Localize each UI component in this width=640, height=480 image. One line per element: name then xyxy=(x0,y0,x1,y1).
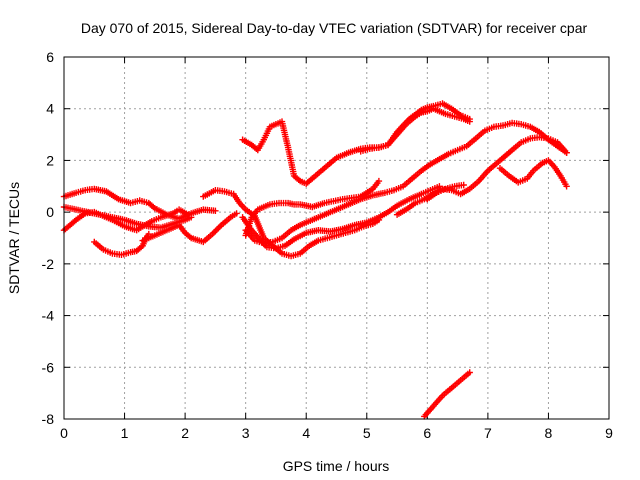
series-arc-7 xyxy=(242,177,383,239)
axis-ticks: 0 1 2 3 4 5 6 7 8 9 -8 -6 -4 -2 0 2 4 6 xyxy=(42,49,614,441)
data-series xyxy=(60,100,570,420)
x-tick-label: 5 xyxy=(363,425,371,441)
plot-frame xyxy=(63,56,610,420)
x-tick-label: 6 xyxy=(423,425,431,441)
x-tick-label: 8 xyxy=(545,425,553,441)
series-markers xyxy=(393,134,570,218)
y-tick-label: -4 xyxy=(42,308,55,324)
y-tick-label: -2 xyxy=(42,256,55,272)
series-markers xyxy=(357,105,473,155)
series-arc-10 xyxy=(357,105,473,155)
series-arc-11 xyxy=(242,119,570,247)
grid-lines xyxy=(64,57,609,419)
series-markers xyxy=(496,157,570,190)
x-tick-label: 9 xyxy=(605,425,613,441)
series-arc-13 xyxy=(424,181,467,203)
series-arc-14 xyxy=(496,157,570,190)
y-tick-label: 6 xyxy=(46,49,54,65)
series-markers xyxy=(139,210,240,246)
y-tick-label: 0 xyxy=(46,204,54,220)
chart-title: Day 070 of 2015, Sidereal Day-to-day VTE… xyxy=(81,20,588,36)
series-arc-5 xyxy=(139,210,240,246)
series-markers xyxy=(421,369,473,420)
y-tick-label: -8 xyxy=(42,411,55,427)
series-markers xyxy=(242,119,570,247)
x-tick-label: 1 xyxy=(121,425,129,441)
x-tick-label: 0 xyxy=(60,425,68,441)
x-tick-label: 3 xyxy=(242,425,250,441)
series-arc-8 xyxy=(239,183,443,252)
series-arc-4 xyxy=(91,230,152,258)
series-arc-15 xyxy=(421,369,473,420)
y-tick-label: -6 xyxy=(42,359,55,375)
series-markers xyxy=(239,183,443,252)
y-tick-label: 4 xyxy=(46,101,54,117)
series-markers xyxy=(424,181,467,203)
y-tick-label: 2 xyxy=(46,152,54,168)
series-arc-12 xyxy=(393,134,570,218)
x-tick-label: 2 xyxy=(181,425,189,441)
x-tick-label: 4 xyxy=(302,425,310,441)
x-axis-label: GPS time / hours xyxy=(283,458,390,474)
x-tick-label: 7 xyxy=(484,425,492,441)
series-markers xyxy=(242,177,383,239)
series-markers xyxy=(91,230,152,258)
y-axis-label: SDTVAR / TECUs xyxy=(6,182,22,294)
